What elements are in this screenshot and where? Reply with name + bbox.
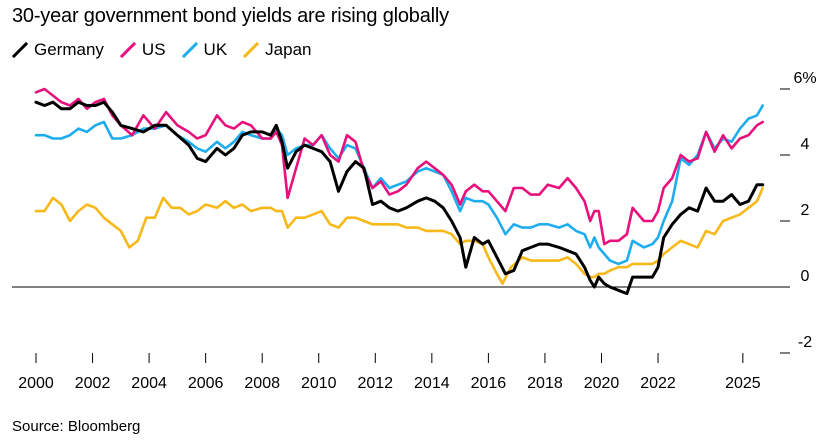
- source-note: Source: Bloomberg: [12, 418, 141, 435]
- x-tick-label: 2016: [471, 375, 507, 392]
- x-axis-tick-labels: 2000 2002 2004 2006 2008 2010 2012 2014 2016 2018…: [18, 375, 761, 392]
- x-tick-label: 2025: [725, 375, 761, 392]
- y-tick-label: -2: [798, 334, 812, 351]
- x-tick-label: 2018: [527, 375, 563, 392]
- legend-swatch-germany: [12, 42, 28, 58]
- chart-title: 30-year government bond yields are risin…: [12, 5, 449, 27]
- x-tick-label: 2006: [188, 375, 224, 392]
- x-axis-ticks: [35, 353, 744, 363]
- y-tick-label: 4: [801, 136, 810, 153]
- legend-swatch-japan: [243, 42, 260, 58]
- x-tick-label: 2010: [301, 375, 337, 392]
- y-tick-label: 6%: [793, 70, 816, 87]
- x-tick-label: 2002: [75, 375, 111, 392]
- legend-item-japan: Japan: [243, 40, 312, 60]
- series-lines: [34, 87, 765, 296]
- legend-label-uk: UK: [203, 40, 228, 59]
- series-line-us: [34, 87, 764, 246]
- series-line-japan: [34, 186, 764, 285]
- gridlines: [12, 88, 790, 354]
- y-tick-label: 0: [801, 268, 810, 285]
- x-tick-label: 2012: [357, 375, 393, 392]
- series-line-germany: [34, 100, 765, 296]
- chart-legend: Germany US UK Japan: [12, 40, 328, 60]
- x-tick-label: 2004: [131, 375, 167, 392]
- legend-label-japan: Japan: [265, 40, 312, 59]
- y-axis-tick-labels: 6% 4 2 0 -2: [793, 70, 816, 351]
- x-tick-label: 2000: [18, 375, 54, 392]
- legend-item-us: US: [119, 40, 166, 60]
- legend-label-us: US: [141, 40, 166, 59]
- legend-swatch-us: [119, 42, 136, 58]
- x-tick-label: 2022: [640, 375, 676, 392]
- legend-item-uk: UK: [181, 40, 228, 60]
- legend-item-germany: Germany: [12, 40, 104, 60]
- x-tick-label: 2020: [584, 375, 620, 392]
- x-tick-label: 2008: [244, 375, 280, 392]
- legend-label-germany: Germany: [34, 40, 104, 59]
- legend-swatch-uk: [181, 42, 198, 58]
- x-tick-label: 2014: [414, 375, 450, 392]
- y-tick-label: 2: [801, 202, 810, 219]
